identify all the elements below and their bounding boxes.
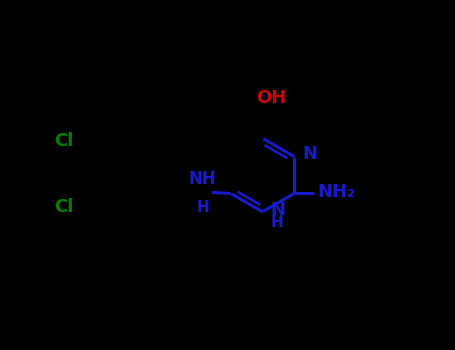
Text: NH₂: NH₂: [317, 183, 355, 201]
Text: NH: NH: [188, 170, 216, 188]
Text: N: N: [270, 201, 285, 219]
Text: N: N: [302, 145, 317, 163]
Text: OH: OH: [256, 90, 286, 107]
Text: Cl: Cl: [54, 132, 74, 150]
Text: Cl: Cl: [54, 198, 74, 216]
Text: H: H: [270, 215, 283, 230]
Text: H: H: [197, 200, 209, 215]
